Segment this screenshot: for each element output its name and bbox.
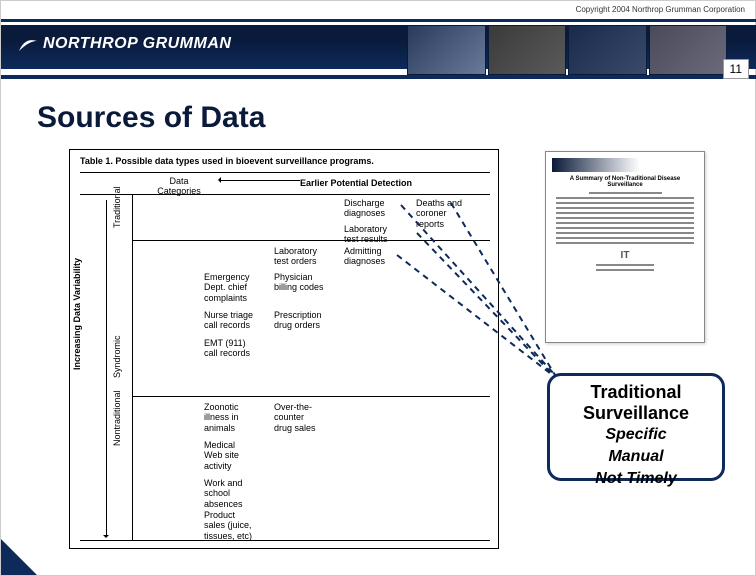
table-mid-rule-2 xyxy=(132,396,490,397)
slide-title: Sources of Data xyxy=(37,101,265,135)
northrop-logo: NORTHROP GRUMMAN xyxy=(19,35,231,53)
copyright-text: Copyright 2004 Northrop Grumman Corporat… xyxy=(576,5,745,14)
cell-nurse: Nurse triage call records xyxy=(204,310,253,331)
doc-thumb-it-label: IT xyxy=(552,250,698,261)
row-label-traditional: Traditional xyxy=(112,186,122,228)
cell-product: Product sales (juice, tissues, etc) xyxy=(204,510,252,541)
corner-accent-icon xyxy=(1,539,37,575)
doc-thumb-line xyxy=(556,227,694,229)
col-head-earlier: Earlier Potential Detection xyxy=(300,178,412,188)
document-thumbnail: A Summary of Non-Traditional Disease Sur… xyxy=(545,151,705,343)
doc-thumb-line xyxy=(556,242,694,244)
cell-absences: Work and school absences xyxy=(204,478,243,509)
slide-root: Copyright 2004 Northrop Grumman Corporat… xyxy=(0,0,756,576)
callout-box: Traditional Surveillance Specific Manual… xyxy=(547,373,725,481)
doc-thumb-line xyxy=(596,269,654,271)
doc-thumb-line xyxy=(556,212,694,214)
header-photo-strip xyxy=(407,25,727,75)
table-title: Table 1. Possible data types used in bio… xyxy=(80,156,374,166)
page-number: 11 xyxy=(723,59,749,79)
cell-laborders: Laboratory test orders xyxy=(274,246,317,267)
doc-thumb-line xyxy=(596,264,654,266)
doc-thumb-line xyxy=(556,232,694,234)
band-bottom-line xyxy=(1,75,756,79)
cell-emt: EMT (911) call records xyxy=(204,338,250,359)
band-top-line xyxy=(1,19,756,22)
y-axis-label: Increasing Data Variability xyxy=(72,258,82,370)
doc-thumb-title: A Summary of Non-Traditional Disease Sur… xyxy=(552,176,698,188)
doc-thumb-header xyxy=(552,158,698,172)
header-photo-1 xyxy=(407,25,486,75)
doc-thumb-line xyxy=(556,237,694,239)
cell-billing: Physician billing codes xyxy=(274,272,324,293)
header-photo-2 xyxy=(488,25,567,75)
earlier-detection-arrow-icon xyxy=(220,180,300,181)
header-band: NORTHROP GRUMMAN xyxy=(1,19,756,79)
cell-webactivity: Medical Web site activity xyxy=(204,440,239,471)
doc-thumb-line xyxy=(556,197,694,199)
header-photo-4 xyxy=(649,25,728,75)
cell-rx: Prescription drug orders xyxy=(274,310,322,331)
row-label-syndromic: Syndromic xyxy=(112,335,122,378)
callout-line-2: Manual xyxy=(550,447,722,467)
table-vline xyxy=(132,194,133,540)
callout-line-1: Specific xyxy=(550,425,722,445)
cell-admitting: Admitting diagnoses xyxy=(344,246,385,267)
table-rule-3 xyxy=(80,540,490,541)
cell-zoonotic: Zoonotic illness in animals xyxy=(204,402,239,433)
col-head-categories: Data Categories xyxy=(144,176,214,196)
doc-thumb-line xyxy=(556,222,694,224)
table-figure: Table 1. Possible data types used in bio… xyxy=(69,149,499,549)
doc-thumb-line xyxy=(556,207,694,209)
doc-thumb-line xyxy=(556,202,694,204)
logo-text: NORTHROP GRUMMAN xyxy=(43,35,231,53)
table-rule-2 xyxy=(80,194,490,195)
table-rule-1 xyxy=(80,172,490,173)
doc-thumb-line xyxy=(556,217,694,219)
y-axis-arrow-icon xyxy=(106,200,107,536)
cell-discharge: Discharge diagnoses xyxy=(344,198,385,219)
cell-deaths: Deaths and coroner reports xyxy=(416,198,462,229)
cell-labresults: Laboratory test results xyxy=(344,224,388,245)
logo-mark-icon xyxy=(19,37,37,51)
cell-otc: Over-the- counter drug sales xyxy=(274,402,316,433)
header-photo-3 xyxy=(568,25,647,75)
callout-line-3: Not Timely xyxy=(550,469,722,489)
table-mid-rule-1 xyxy=(132,240,490,241)
cell-edchief: Emergency Dept. chief complaints xyxy=(204,272,250,303)
row-label-nontraditional: Nontraditional xyxy=(112,390,122,446)
callout-heading: Traditional Surveillance xyxy=(550,382,722,423)
doc-thumb-line xyxy=(589,192,662,194)
